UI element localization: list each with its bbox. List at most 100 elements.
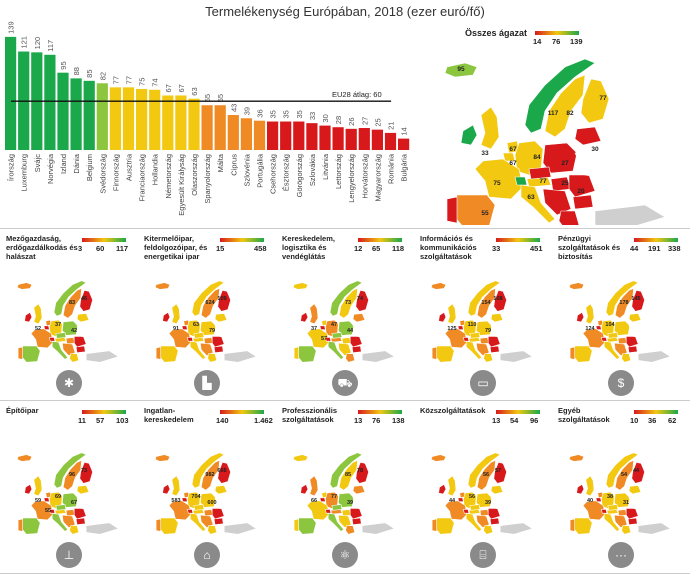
map-value-label: 95 — [457, 66, 465, 73]
map-value-label: 109 — [217, 296, 226, 302]
map-value-label: 74 — [357, 296, 364, 302]
sector-panel: Professzionális szolgáltatások 13 76 138 85 7… — [276, 404, 414, 570]
map-value-label: 44 — [347, 328, 354, 334]
region-romania — [211, 336, 225, 348]
bar-13 — [162, 95, 174, 150]
separator-3 — [0, 573, 690, 574]
crane-icon: ⊥ — [56, 542, 82, 568]
bar-value-label: 63 — [190, 87, 199, 95]
europe-map: 95 117 82 77 30 67 84 67 27 75 77 25 63 55 20 33 — [444, 58, 688, 225]
region-greece — [69, 353, 80, 363]
region-greece — [621, 525, 632, 535]
region-ukraine — [214, 495, 242, 511]
region-belgium — [319, 325, 326, 330]
map-value-label: 125 — [447, 326, 456, 332]
bar-value-label: 75 — [138, 78, 147, 86]
map-value-label: 57 — [321, 336, 327, 342]
legend-min: 10 — [630, 416, 639, 425]
region-turkey — [223, 350, 258, 363]
region-hungary — [479, 337, 490, 345]
region-norway — [53, 280, 87, 317]
map-value-label: 117 — [548, 110, 559, 117]
region-finland — [493, 289, 507, 312]
region-switz — [601, 337, 608, 342]
bar-value-label: 35 — [282, 110, 291, 118]
region-poland — [613, 320, 631, 336]
bar-1 — [5, 36, 17, 150]
bar-value-label: 35 — [269, 110, 278, 118]
region-finland — [217, 289, 231, 312]
sector-map: 56 57 56 44 39 — [430, 452, 543, 535]
region-ireland — [24, 483, 33, 495]
region-switz — [187, 337, 194, 342]
map-value-label: 47 — [331, 322, 337, 328]
legend-max: 96 — [530, 416, 539, 425]
region-iceland — [444, 62, 478, 78]
map-value-label: 77 — [539, 178, 547, 185]
map-value-label: 79 — [485, 328, 491, 334]
region-greece — [345, 525, 356, 535]
region-norway — [53, 452, 87, 489]
region-france — [168, 500, 192, 521]
map-value-label: 82 — [566, 110, 574, 117]
bar-17 — [214, 105, 226, 150]
bar-category-label: Portugália — [256, 153, 265, 188]
legend-min: 3 — [78, 244, 83, 253]
map-value-label: 27 — [561, 160, 569, 167]
sector-map: 54 44 38 40 31 — [568, 452, 681, 535]
bar-value-label: 67 — [164, 84, 173, 92]
region-iceland — [16, 282, 33, 290]
region-norway — [329, 280, 363, 317]
bar-category-label: Csehország — [269, 154, 278, 194]
region-hungary — [65, 509, 76, 517]
region-italy — [520, 184, 556, 224]
region-iceland — [430, 454, 447, 462]
bar-15 — [188, 98, 200, 150]
bar-11 — [136, 88, 148, 150]
region-spain — [158, 517, 179, 535]
region-sweden — [200, 459, 220, 491]
region-romania — [349, 508, 363, 520]
region-ukraine — [490, 323, 518, 339]
region-switz — [49, 509, 56, 514]
region-iceland — [154, 282, 171, 290]
bar-value-label: 139 — [7, 21, 16, 34]
map-value-label: 52 — [35, 326, 41, 332]
map-value-label: 154 — [481, 300, 491, 306]
factory-icon: ▙ — [194, 370, 220, 396]
region-turkey — [637, 350, 672, 363]
separator-2 — [0, 400, 690, 401]
region-bulgaria — [75, 345, 86, 354]
region-czech — [607, 332, 619, 339]
bar-value-label: 55 — [216, 94, 225, 102]
region-hungary — [341, 337, 352, 345]
map-value-label: 38 — [607, 494, 613, 500]
region-turkey — [637, 522, 672, 535]
bar-20 — [253, 120, 266, 150]
bar-category-label: Luxemburg — [20, 154, 29, 192]
legend-max: 451 — [530, 244, 543, 253]
legend-mid: 57 — [96, 416, 105, 425]
bar-value-label: 26 — [347, 117, 356, 125]
bar-26 — [332, 127, 344, 150]
region-belgium — [502, 152, 516, 162]
region-ukraine — [352, 495, 380, 511]
map-value-label: 31 — [623, 500, 629, 506]
region-portugal — [17, 346, 23, 360]
map-value-label: 57 — [495, 468, 501, 474]
region-italy — [603, 340, 621, 360]
region-baltic — [214, 485, 228, 495]
sector-map: 73 74 47 37 44 57 — [292, 280, 405, 363]
region-iceland — [154, 454, 171, 462]
bar-category-label: Magyarország — [373, 154, 382, 202]
region-portugal — [155, 346, 161, 360]
map-value-label: 124 — [585, 326, 595, 332]
region-italy — [465, 340, 483, 360]
region-turkey — [361, 350, 396, 363]
legend-min: 13 — [492, 416, 501, 425]
wheat-icon: ✱ — [56, 370, 82, 396]
region-spain — [20, 517, 41, 535]
region-finland — [493, 461, 507, 484]
region-uk — [171, 475, 181, 497]
